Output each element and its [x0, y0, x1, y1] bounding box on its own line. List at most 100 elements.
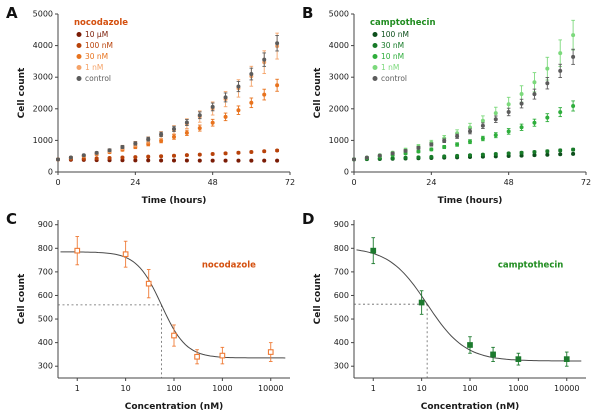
data-point	[558, 148, 563, 153]
data-point	[370, 247, 377, 254]
legend-swatch	[372, 54, 378, 59]
panel-A: A 0 24 48 72 0 1000 2000 3000 4000 5000 Time (hour…	[4, 4, 300, 210]
legend-label: 30 nM	[381, 41, 404, 50]
x-tick-label: 10000	[258, 384, 283, 393]
data-point	[545, 66, 550, 71]
x-tick-label: 100	[462, 384, 477, 393]
y-tick-label: 2000	[33, 104, 53, 113]
data-point	[184, 130, 189, 135]
data-point	[275, 41, 280, 46]
panel-B: B 0 24 48 72 0 1000 2000 3000 4000 5000 Time (hour…	[300, 4, 596, 210]
data-point	[545, 152, 550, 157]
data-point	[120, 145, 125, 150]
data-point	[442, 154, 447, 159]
panel-letter-C: C	[6, 210, 18, 228]
y-tick-label: 5000	[33, 10, 53, 19]
data-point	[145, 280, 152, 287]
legend-label: control	[381, 74, 407, 83]
data-point	[468, 139, 472, 144]
data-point	[519, 150, 524, 155]
y-axis-label: Cell count	[17, 67, 27, 118]
data-point	[571, 54, 576, 59]
data-point	[506, 151, 511, 156]
y-tick-label: 3000	[329, 73, 349, 82]
data-point	[236, 158, 241, 163]
data-point	[429, 154, 434, 159]
legend-swatch	[76, 32, 82, 37]
panel-letter-D: D	[302, 210, 315, 228]
data-point	[506, 109, 511, 114]
x-tick-label: 48	[504, 178, 514, 187]
data-point	[236, 84, 241, 89]
data-point	[563, 356, 570, 362]
y-tick-label: 600	[38, 291, 53, 300]
x-tick-label: 48	[208, 178, 218, 187]
x-axis-label: Concentration (nM)	[125, 402, 224, 412]
data-point	[122, 251, 129, 258]
panel-C: C 1 10 100 1000 10000 300 400 500 600 700 800 900 Co…	[4, 210, 300, 416]
data-point	[133, 158, 138, 163]
data-point	[107, 148, 112, 153]
y-tick-label: 400	[334, 338, 349, 347]
data-point	[416, 155, 421, 160]
y-tick-label: 3000	[33, 73, 53, 82]
data-point	[210, 104, 215, 109]
data-point	[133, 155, 138, 160]
y-axis-label: Cell count	[313, 67, 323, 118]
data-point	[94, 156, 99, 161]
y-tick-label: 500	[38, 315, 53, 324]
data-point	[519, 125, 524, 130]
data-point	[262, 158, 267, 163]
data-point	[480, 118, 485, 123]
data-point	[416, 145, 421, 150]
data-point	[223, 158, 228, 163]
legend-swatch	[76, 54, 82, 59]
legend-swatch	[76, 65, 82, 70]
data-point	[223, 95, 228, 100]
y-tick-label: 600	[334, 291, 349, 300]
data-point	[545, 115, 550, 120]
data-point	[403, 148, 408, 153]
y-tick-label: 300	[334, 362, 349, 371]
data-point	[262, 92, 267, 97]
data-point	[133, 141, 138, 146]
data-point	[390, 156, 395, 161]
x-tick-label: 10000	[554, 384, 579, 393]
data-point	[236, 108, 241, 113]
data-point	[558, 68, 563, 73]
fit-curve	[356, 249, 582, 362]
data-point	[107, 155, 112, 160]
legend-label: 100 nM	[85, 41, 113, 50]
x-tick-label: 10	[121, 384, 131, 393]
data-point	[468, 125, 472, 130]
x-tick-label: 24	[426, 178, 436, 187]
legend-label: 100 nM	[381, 30, 409, 39]
growth-chart-nocodazole: 0 24 48 72 0 1000 2000 3000 4000 5000 Time (hours)…	[17, 10, 295, 207]
data-point	[159, 154, 164, 159]
data-point	[159, 138, 164, 143]
legend-swatch	[372, 76, 378, 81]
data-point	[223, 151, 228, 156]
data-point	[455, 134, 460, 139]
x-axis-label: Time (hours)	[142, 196, 207, 206]
data-point	[390, 151, 395, 156]
data-point	[94, 150, 99, 155]
data-point	[210, 120, 215, 125]
data-point	[515, 356, 522, 362]
data-point	[275, 148, 280, 153]
x-tick-label: 1000	[508, 384, 528, 393]
y-tick-label: 900	[38, 220, 53, 229]
y-tick-label: 700	[334, 267, 349, 276]
legend-label: 1 nM	[85, 63, 103, 72]
data-point	[120, 158, 125, 163]
data-point	[442, 145, 447, 150]
x-tick-label: 100	[166, 384, 181, 393]
data-point	[197, 113, 202, 118]
legend-swatch	[372, 32, 378, 37]
data-point	[352, 157, 356, 162]
x-tick-label: 72	[285, 178, 295, 187]
data-point	[571, 151, 576, 156]
data-point	[146, 154, 151, 159]
x-tick-label: 1000	[212, 384, 232, 393]
